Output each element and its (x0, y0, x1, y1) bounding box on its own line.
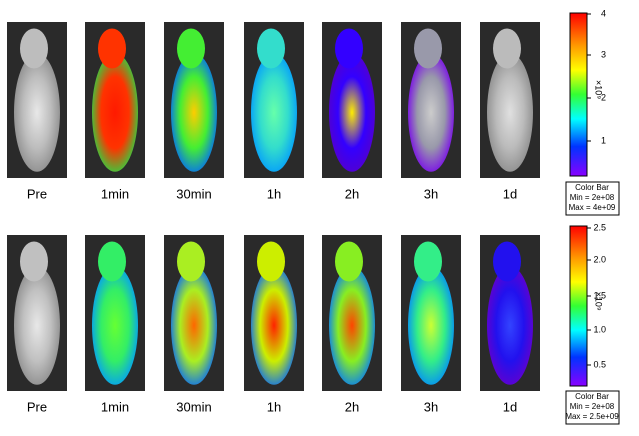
mouse-body (329, 266, 375, 385)
mouse-head (414, 28, 442, 69)
legend-box (565, 390, 620, 425)
mouse-head (414, 241, 442, 282)
legend-text: Max = 2.5e+09 (565, 412, 619, 421)
time-label: 1d (503, 186, 517, 201)
mouse-head (493, 241, 521, 282)
unit-label: ×10⁹ (594, 80, 604, 99)
mouse-body (251, 53, 297, 172)
mouse-body (251, 266, 297, 385)
mouse-body (408, 53, 454, 172)
legend-text: Color Bar (575, 392, 609, 401)
tick-label: 2.5 (593, 222, 606, 232)
mouse-head (177, 28, 205, 69)
time-label: 1min (101, 186, 129, 201)
tick-label: 1 (601, 135, 606, 145)
mouse-head (257, 241, 285, 282)
mouse-head (257, 28, 285, 69)
mouse-body (487, 53, 533, 172)
unit-label: ×10⁹ (594, 292, 604, 311)
time-label: 30min (176, 399, 211, 414)
mouse-body (171, 53, 217, 172)
mouse-head (20, 28, 48, 69)
mouse-body (171, 266, 217, 385)
mouse-body (329, 53, 375, 172)
legend-text: Min = 2e+08 (570, 402, 615, 411)
tick-label: 1.5 (593, 290, 606, 300)
time-label: 30min (176, 186, 211, 201)
time-label: 2h (345, 399, 359, 414)
mouse-head (98, 241, 126, 282)
mouse-body (14, 266, 60, 385)
legend-text: Min = 2e+08 (570, 193, 615, 202)
time-label: 1h (267, 186, 281, 201)
tick-label: 2 (601, 92, 606, 102)
mouse-head (335, 241, 363, 282)
time-label: 1min (101, 399, 129, 414)
time-label: Pre (27, 399, 47, 414)
time-label: 2h (345, 186, 359, 201)
mouse-body (487, 266, 533, 385)
legend-text: Color Bar (575, 183, 609, 192)
tick-label: 2.0 (593, 254, 606, 264)
mouse-body (14, 53, 60, 172)
legend-text: Max = 4e+09 (569, 203, 616, 212)
tick-label: 4 (601, 8, 606, 18)
color-bar (569, 12, 588, 177)
mouse-head (177, 241, 205, 282)
time-label: Pre (27, 186, 47, 201)
mouse-body (92, 53, 138, 172)
time-label: 1h (267, 399, 281, 414)
mouse-head (335, 28, 363, 69)
tick-label: 3 (601, 49, 606, 59)
legend-box (565, 181, 620, 216)
mouse-body (408, 266, 454, 385)
mouse-head (98, 28, 126, 69)
color-bar (569, 225, 588, 387)
mouse-body (92, 266, 138, 385)
tick-label: 0.5 (593, 359, 606, 369)
time-label: 1d (503, 399, 517, 414)
time-label: 3h (424, 186, 438, 201)
mouse-head (20, 241, 48, 282)
tick-label: 1.0 (593, 324, 606, 334)
time-label: 3h (424, 399, 438, 414)
mouse-head (493, 28, 521, 69)
